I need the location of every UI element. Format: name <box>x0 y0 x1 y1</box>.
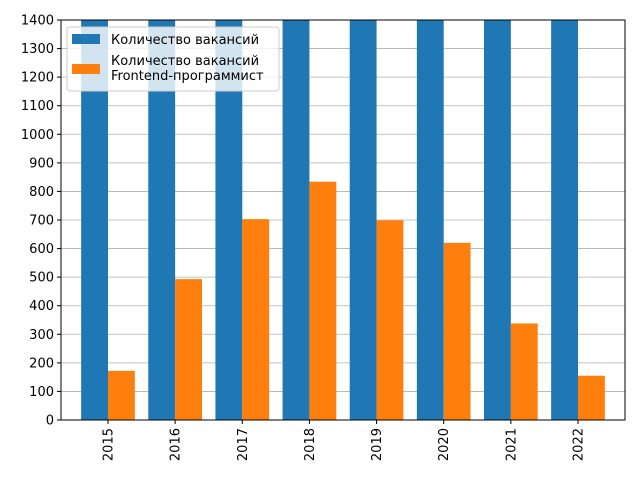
legend-label-frontend-line-1: Количество вакансий <box>111 54 259 69</box>
bar-frontend-2020 <box>443 242 471 420</box>
bar-frontend-2016 <box>175 279 202 420</box>
y-tick-label: 300 <box>29 328 54 343</box>
bar-frontend-2021 <box>510 323 538 420</box>
y-tick-label: 500 <box>29 271 54 286</box>
x-tick-label: 2020 <box>437 428 452 461</box>
bars <box>81 20 605 420</box>
x-tick-label: 2017 <box>236 428 251 461</box>
legend-box <box>66 26 280 92</box>
y-tick-label: 900 <box>29 156 54 171</box>
y-tick-label: 1400 <box>21 14 54 29</box>
legend: Количество вакансий Количество вакансий … <box>66 26 280 92</box>
bar-frontend-2019 <box>376 220 404 420</box>
y-tick-label: 600 <box>29 242 54 257</box>
bar-frontend-2022 <box>578 375 605 420</box>
y-tick-label: 1000 <box>21 128 54 143</box>
y-tick-label: 1300 <box>21 42 54 57</box>
bar-frontend-2017 <box>242 219 270 420</box>
y-tick-label: 0 <box>46 414 54 429</box>
x-tick-label: 2016 <box>169 428 184 461</box>
bar-total-2019 <box>349 20 377 420</box>
x-tick-label: 2022 <box>572 428 587 461</box>
y-tick-label: 100 <box>29 385 54 400</box>
bar-frontend-2015 <box>108 370 135 420</box>
legend-label-frontend-line-2: Frontend-программист <box>111 69 264 84</box>
x-axis-ticks: 2015 2016 2017 2018 2019 2020 2021 2022 <box>102 420 587 461</box>
legend-swatch-total <box>72 34 100 44</box>
y-tick-label: 1100 <box>21 99 54 114</box>
y-tick-label: 400 <box>29 299 54 314</box>
y-tick-label: 1200 <box>21 71 54 86</box>
x-tick-label: 2019 <box>370 428 385 461</box>
bar-total-2020 <box>416 20 444 420</box>
y-tick-label: 200 <box>29 356 54 371</box>
legend-label-total: Количество вакансий <box>111 33 259 48</box>
y-tick-label: 700 <box>29 214 54 229</box>
x-tick-label: 2015 <box>102 428 117 461</box>
y-tick-label: 800 <box>29 185 54 200</box>
legend-swatch-frontend <box>72 64 100 74</box>
x-tick-label: 2021 <box>504 428 519 461</box>
y-axis-ticks: 0 100 200 300 400 500 600 700 800 900 1000 1100 1200… <box>21 14 61 429</box>
x-tick-label: 2018 <box>303 428 318 461</box>
legend-label-frontend: Количество вакансий Frontend-программист <box>111 54 264 84</box>
bar-total-2022 <box>551 20 578 420</box>
bar-total-2018 <box>282 20 310 420</box>
bar-total-2021 <box>484 20 511 420</box>
bar-frontend-2018 <box>309 181 337 420</box>
